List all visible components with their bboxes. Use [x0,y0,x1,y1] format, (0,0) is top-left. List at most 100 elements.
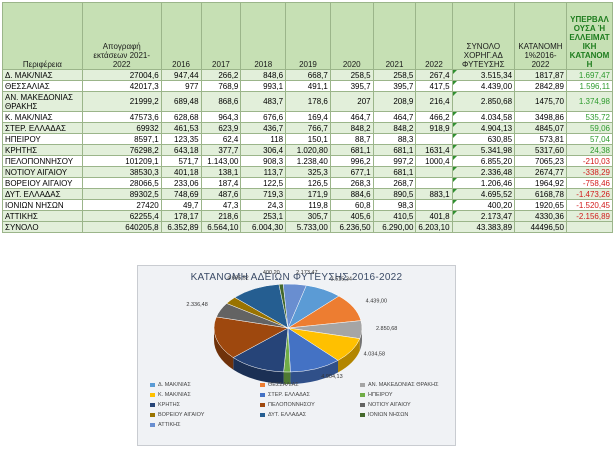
value-cell[interactable]: 6168,78 [514,188,567,200]
value-cell[interactable]: 98,3 [372,199,417,211]
value-cell[interactable]: 491,1 [285,80,331,92]
value-cell[interactable]: 8597,1 [81,133,162,145]
value-cell[interactable]: 868,6 [200,91,242,112]
legend-item[interactable]: Δ. ΜΑΚ/ΝΙΑΣ [150,382,191,388]
legend-item[interactable]: ΒΟΡΕΙΟΥ ΑΙΓΑΙΟΥ [150,412,204,418]
value-cell[interactable]: 643,18 [160,144,202,156]
value-cell[interactable]: 2674,77 [514,166,567,178]
value-cell[interactable]: 630,85 [451,133,516,145]
value-cell[interactable]: 218,6 [200,210,242,222]
value-cell[interactable]: -2.156,89 [565,210,613,222]
legend-item[interactable]: ΑΝ. ΜΑΚΕΔΟΝΙΑΣ ΘΡΑΚΗΣ [360,382,438,388]
column-header[interactable]: 2022 [415,2,453,70]
region-cell[interactable]: ΗΠΕΙΡΟΥ [2,133,83,145]
value-cell[interactable]: 2.173,47 [451,210,516,222]
value-cell[interactable]: 60,8 [329,199,374,211]
value-cell[interactable]: 4.695,52 [451,188,516,200]
value-cell[interactable]: 216,4 [415,91,453,112]
total-value[interactable]: 6.564,10 [200,221,242,233]
pie-chart[interactable]: ΚΑΤΑΝΟΜΗ ΑΔΕΙΩΝ ΦΥΤΕΥΣΗΣ 2016-2022 3.515… [137,265,456,446]
legend-item[interactable]: ΗΠΕΙΡΟΥ [360,392,393,398]
value-cell[interactable]: 571,7 [160,155,202,167]
value-cell[interactable]: 207 [329,91,374,112]
value-cell[interactable] [415,199,453,211]
value-cell[interactable]: 1.374,98 [565,91,613,112]
value-cell[interactable]: 623,9 [200,122,242,134]
value-cell[interactable]: 1.206,46 [451,177,516,189]
region-cell[interactable]: ΝΟΤΙΟΥ ΑΙΓΑΙΟΥ [2,166,83,178]
value-cell[interactable]: 1964,92 [514,177,567,189]
value-cell[interactable]: 848,2 [372,122,417,134]
column-header[interactable]: 2017 [200,2,242,70]
value-cell[interactable]: -1.520,45 [565,199,613,211]
value-cell[interactable]: 1475,70 [514,91,567,112]
value-cell[interactable]: 306,4 [240,144,287,156]
value-cell[interactable]: 689,48 [160,91,202,112]
value-cell[interactable]: 1.020,80 [285,144,331,156]
region-cell[interactable]: ΣΤΕΡ. ΕΛΛΑΔΑΣ [2,122,83,134]
value-cell[interactable]: 766,7 [285,122,331,134]
value-cell[interactable]: 483,7 [240,91,287,112]
value-cell[interactable]: 258,5 [329,69,374,81]
value-cell[interactable]: 325,3 [285,166,331,178]
value-cell[interactable]: 883,1 [415,188,453,200]
value-cell[interactable]: 27420 [81,199,162,211]
value-cell[interactable]: 377,7 [200,144,242,156]
value-cell[interactable]: 268,3 [329,177,374,189]
value-cell[interactable]: 3498,86 [514,111,567,123]
column-header[interactable]: Απογραφή εκτάσεων 2021-2022 [81,2,162,70]
value-cell[interactable]: 7065,23 [514,155,567,167]
value-cell[interactable]: 118 [240,133,287,145]
total-value[interactable]: 6.290,00 [372,221,417,233]
value-cell[interactable]: 848,6 [240,69,287,81]
value-cell[interactable]: 4.439,00 [451,80,516,92]
value-cell[interactable]: 2842,89 [514,80,567,92]
region-cell[interactable]: ΘΕΣΣΑΛΙΑΣ [2,80,83,92]
value-cell[interactable]: 6.855,20 [451,155,516,167]
value-cell[interactable]: 848,2 [329,122,374,134]
value-cell[interactable]: -1.473,26 [565,188,613,200]
value-cell[interactable]: 208,9 [372,91,417,112]
value-cell[interactable]: 89302,5 [81,188,162,200]
column-header[interactable]: 2019 [285,2,331,70]
value-cell[interactable]: 169,4 [285,111,331,123]
region-cell[interactable]: Κ. ΜΑΚ/ΝΙΑΣ [2,111,83,123]
column-header[interactable]: ΥΠΕΡΒΑΛ ΟΥΣΑ Ή ΕΛΛΕΙΜΑΤ ΙΚΗ ΚΑΤΑΝΟΜ Η [565,2,613,70]
value-cell[interactable]: 947,44 [160,69,202,81]
legend-item[interactable]: Κ. ΜΑΚ/ΝΙΑΣ [150,392,191,398]
value-cell[interactable]: 1000,4 [415,155,453,167]
value-cell[interactable]: 76298,2 [81,144,162,156]
column-header[interactable]: 2021 [372,2,417,70]
value-cell[interactable]: 1.697,47 [565,69,613,81]
value-cell[interactable]: 908,3 [240,155,287,167]
total-value[interactable]: 6.236,50 [329,221,374,233]
value-cell[interactable]: 977 [160,80,202,92]
value-cell[interactable]: 573,81 [514,133,567,145]
value-cell[interactable] [415,133,453,145]
region-cell[interactable]: Δ. ΜΑΚ/ΝΙΑΣ [2,69,83,81]
value-cell[interactable]: 884,6 [329,188,374,200]
value-cell[interactable]: 4.034,58 [451,111,516,123]
value-cell[interactable]: 5.341,98 [451,144,516,156]
value-cell[interactable]: 436,7 [240,122,287,134]
value-cell[interactable]: 401,8 [415,210,453,222]
value-cell[interactable]: 138,1 [200,166,242,178]
value-cell[interactable]: 171,9 [285,188,331,200]
value-cell[interactable]: 996,2 [329,155,374,167]
legend-item[interactable]: ΙΟΝΙΩΝ ΝΗΣΩΝ [360,412,408,418]
value-cell[interactable]: 122,5 [240,177,287,189]
value-cell[interactable]: 5317,60 [514,144,567,156]
value-cell[interactable]: 88,3 [372,133,417,145]
value-cell[interactable]: 1.143,00 [200,155,242,167]
value-cell[interactable]: 4330,36 [514,210,567,222]
value-cell[interactable]: 628,68 [160,111,202,123]
value-cell[interactable]: 993,1 [240,80,287,92]
value-cell[interactable]: 1631,4 [415,144,453,156]
value-cell[interactable]: 417,5 [415,80,453,92]
value-cell[interactable]: 410,5 [372,210,417,222]
value-cell[interactable]: -210,03 [565,155,613,167]
value-cell[interactable]: 464,7 [329,111,374,123]
value-cell[interactable]: 464,7 [372,111,417,123]
value-cell[interactable]: 2.850,68 [451,91,516,112]
value-cell[interactable]: 113,7 [240,166,287,178]
